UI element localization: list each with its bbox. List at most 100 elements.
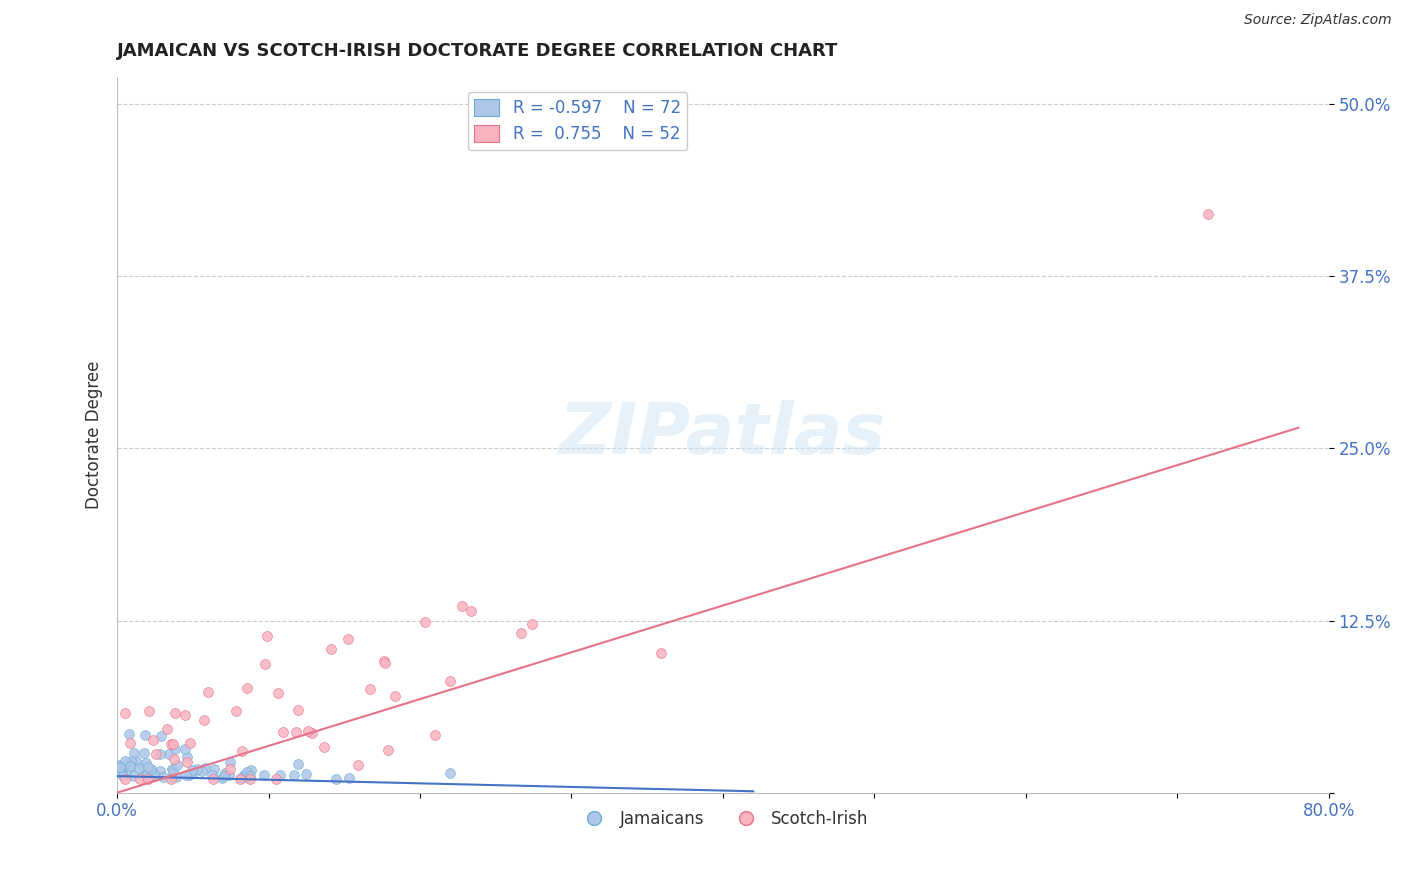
Point	[150, 729, 173, 743]
Point	[142, 765, 165, 780]
Point	[165, 770, 187, 784]
Point	[460, 605, 482, 619]
Point	[118, 727, 141, 741]
Point	[287, 703, 309, 717]
Point	[312, 739, 335, 754]
Point	[509, 626, 531, 640]
Point	[145, 747, 167, 761]
Point	[229, 772, 252, 786]
Point	[136, 760, 159, 774]
Point	[132, 760, 155, 774]
Point	[202, 763, 225, 777]
Point	[114, 706, 136, 721]
Point	[112, 759, 135, 773]
Point	[120, 754, 142, 768]
Point	[142, 768, 165, 782]
Point	[1197, 207, 1219, 221]
Point	[439, 765, 461, 780]
Point	[159, 747, 181, 761]
Point	[136, 767, 159, 781]
Point	[283, 768, 305, 782]
Point	[165, 742, 187, 756]
Point	[160, 772, 183, 786]
Point	[423, 728, 446, 742]
Point	[297, 724, 319, 739]
Point	[149, 747, 172, 761]
Point	[136, 772, 159, 786]
Point	[180, 763, 202, 777]
Point	[271, 725, 294, 739]
Point	[128, 761, 150, 775]
Point	[162, 737, 184, 751]
Point	[132, 746, 155, 760]
Point	[451, 599, 474, 613]
Point	[520, 616, 543, 631]
Point	[166, 758, 188, 772]
Point	[218, 755, 240, 769]
Point	[114, 772, 136, 786]
Point	[162, 764, 184, 778]
Point	[122, 769, 145, 783]
Point	[225, 705, 247, 719]
Point	[439, 673, 461, 688]
Point	[156, 723, 179, 737]
Point	[239, 763, 262, 777]
Point	[181, 766, 204, 780]
Point	[107, 765, 129, 780]
Point	[112, 761, 135, 775]
Point	[256, 629, 278, 643]
Point	[159, 737, 181, 751]
Point	[110, 760, 132, 774]
Point	[319, 642, 342, 657]
Point	[269, 768, 291, 782]
Point	[359, 682, 381, 697]
Point	[138, 704, 160, 718]
Point	[139, 769, 162, 783]
Point	[118, 759, 141, 773]
Point	[239, 772, 262, 786]
Point	[134, 769, 156, 783]
Point	[193, 714, 215, 728]
Point	[235, 770, 257, 784]
Point	[163, 706, 186, 721]
Point	[112, 769, 135, 783]
Point	[149, 764, 172, 778]
Point	[285, 724, 308, 739]
Text: Source: ZipAtlas.com: Source: ZipAtlas.com	[1244, 13, 1392, 28]
Point	[325, 772, 347, 786]
Text: JAMAICAN VS SCOTCH-IRISH DOCTORATE DEGREE CORRELATION CHART: JAMAICAN VS SCOTCH-IRISH DOCTORATE DEGRE…	[117, 42, 838, 60]
Point	[650, 646, 672, 660]
Point	[160, 762, 183, 776]
Text: ZIPatlas: ZIPatlas	[560, 401, 887, 469]
Point	[373, 654, 395, 668]
Point	[176, 755, 198, 769]
Point	[191, 764, 214, 778]
Point	[201, 772, 224, 786]
Point	[173, 742, 195, 756]
Point	[264, 772, 287, 786]
Point	[128, 772, 150, 786]
Y-axis label: Doctorate Degree: Doctorate Degree	[86, 360, 103, 508]
Point	[174, 768, 197, 782]
Point	[236, 765, 259, 780]
Point	[186, 762, 208, 776]
Point	[197, 685, 219, 699]
Point	[374, 656, 396, 670]
Point	[337, 771, 360, 785]
Point	[179, 736, 201, 750]
Point	[201, 767, 224, 781]
Point	[120, 759, 142, 773]
Point	[233, 768, 256, 782]
Point	[218, 767, 240, 781]
Point	[179, 766, 201, 780]
Point	[236, 681, 259, 695]
Point	[160, 770, 183, 784]
Point	[384, 689, 406, 703]
Point	[254, 657, 277, 671]
Point	[212, 769, 235, 783]
Point	[229, 772, 252, 786]
Point	[135, 756, 157, 770]
Point	[143, 769, 166, 783]
Point	[163, 752, 186, 766]
Point	[110, 765, 132, 780]
